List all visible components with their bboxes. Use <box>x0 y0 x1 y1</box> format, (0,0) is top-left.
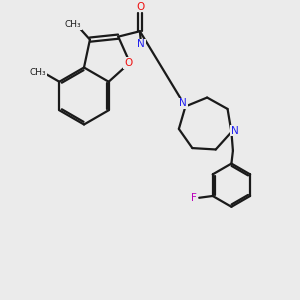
Text: CH₃: CH₃ <box>65 20 82 29</box>
Text: N: N <box>230 126 238 136</box>
Text: O: O <box>124 58 133 68</box>
Text: N: N <box>179 98 187 108</box>
Text: CH₃: CH₃ <box>29 68 46 76</box>
Text: F: F <box>190 193 196 203</box>
Text: N: N <box>137 39 145 50</box>
Text: O: O <box>136 2 145 12</box>
